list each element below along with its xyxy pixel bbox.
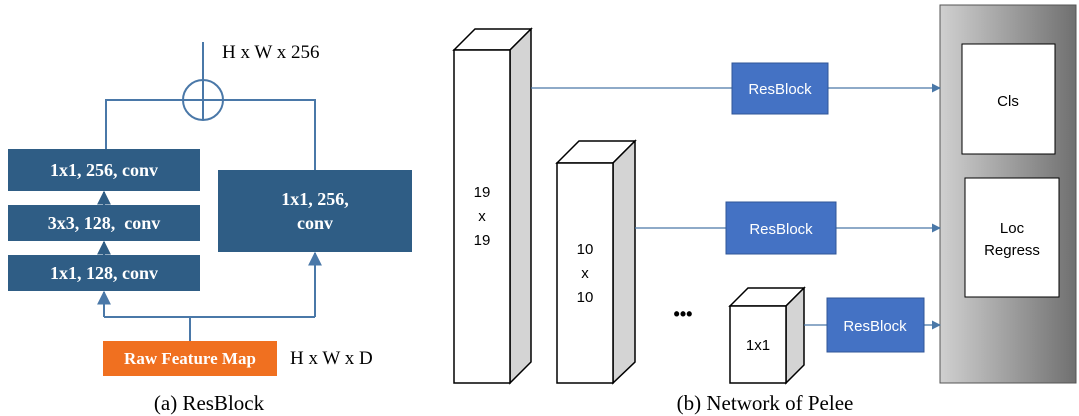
loc-label-line2: Regress (984, 242, 1040, 259)
cls-box: Cls (961, 43, 1056, 155)
resblock-3-label: ResBlock (843, 318, 907, 335)
shortcut-label-line1: 1x1, 256, (281, 189, 349, 209)
loc-label-line1: Loc (1000, 220, 1025, 237)
conv-block-bot: 1x1, 128, conv (8, 255, 200, 291)
resblock-2-label: ResBlock (749, 221, 813, 238)
fm2-line2: x (581, 265, 589, 282)
resblock-2: ResBlock (725, 201, 837, 255)
fm1-line1: 19 (474, 184, 491, 201)
resblock-1-label: ResBlock (748, 81, 812, 98)
shortcut-label-line2: conv (297, 213, 333, 233)
cls-label: Cls (997, 93, 1019, 110)
caption-b: (b) Network of Pelee (677, 391, 854, 415)
shortcut-path-to-sum (223, 99, 316, 170)
pelee-network-panel: 19 x 19 10 x 10 ••• 1x1 (452, 4, 1077, 415)
fm1-line3: 19 (474, 232, 491, 249)
caption-a: (a) ResBlock (154, 391, 265, 415)
resblock-3: ResBlock (826, 297, 925, 353)
loc-regress-box: Loc Regress (964, 177, 1060, 298)
feature-map-1x1: 1x1 (728, 286, 806, 385)
input-dim-label: H x W x D (290, 348, 373, 369)
fm1-line2: x (478, 208, 486, 225)
fm2-line1: 10 (577, 241, 594, 258)
conv-top-label: 1x1, 256, conv (50, 160, 158, 180)
shortcut-conv-block: 1x1, 256, conv (218, 170, 412, 252)
resblock-panel: H x W x 256 1x1, 256, conv 3x3, 128, con… (8, 42, 412, 415)
conv-bot-label: 1x1, 128, conv (50, 263, 158, 283)
output-dim-label: H x W x 256 (222, 42, 319, 63)
resblock-1: ResBlock (731, 62, 829, 115)
ellipsis: ••• (674, 304, 693, 324)
raw-feature-map-label: Raw Feature Map (124, 349, 256, 368)
fm2-line3: 10 (577, 289, 594, 306)
conv-block-top: 1x1, 256, conv (8, 149, 200, 191)
conv-mid-label: 3x3, 128, conv (48, 213, 161, 233)
fm3-label: 1x1 (746, 337, 770, 354)
sum-node-icon (182, 79, 224, 121)
main-path-to-sum (105, 99, 183, 149)
feature-map-19x19: 19 x 19 (452, 27, 533, 385)
feature-map-10x10: 10 x 10 (555, 139, 637, 385)
conv-block-mid: 3x3, 128, conv (8, 205, 200, 241)
raw-feature-map-block: Raw Feature Map (103, 341, 277, 376)
